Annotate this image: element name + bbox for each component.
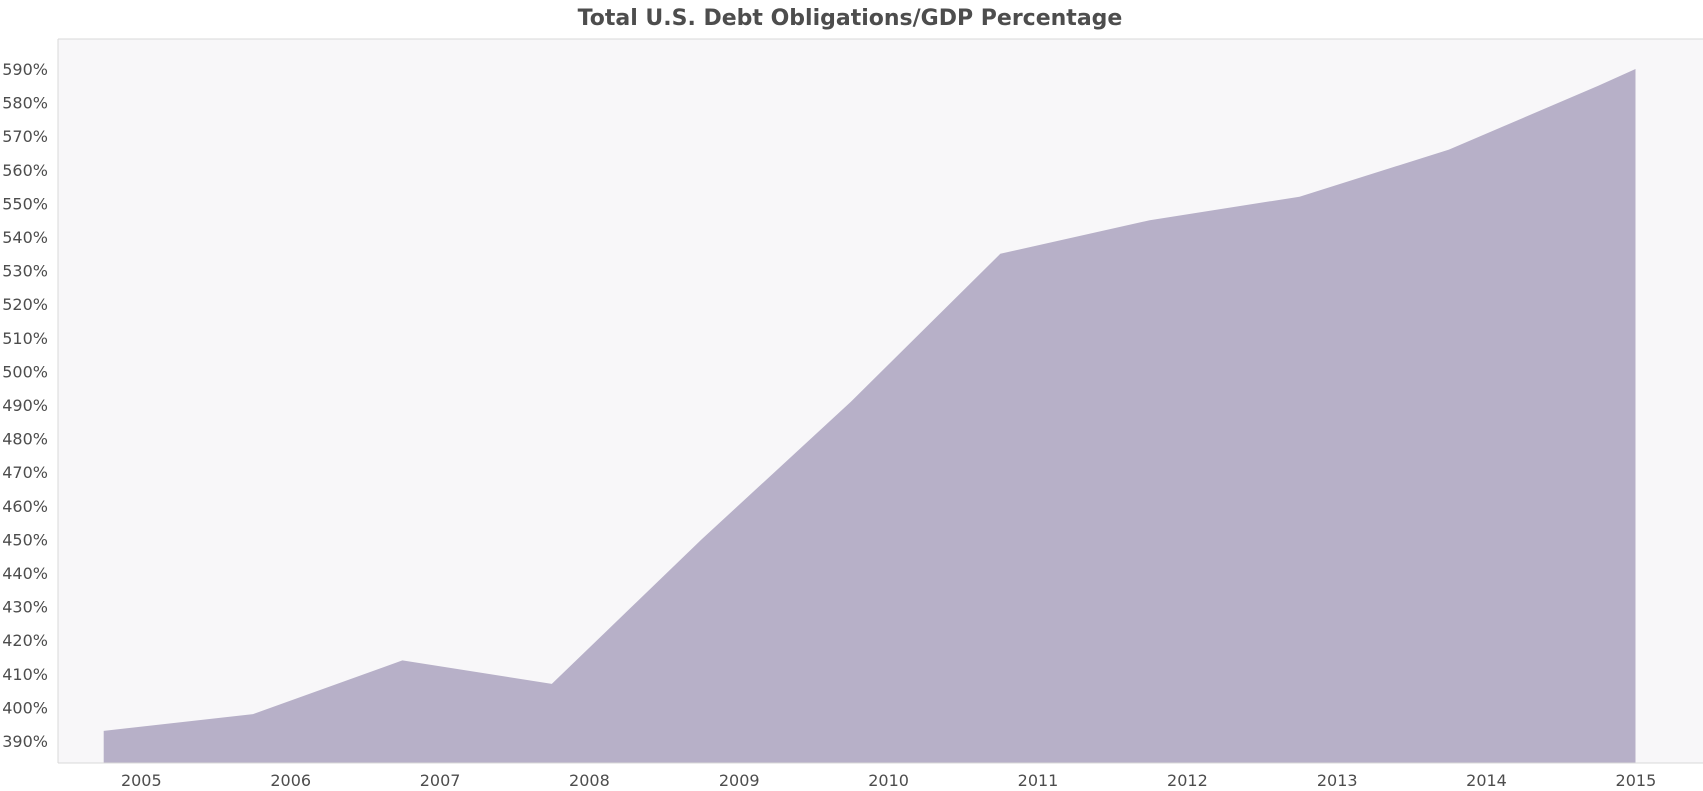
x-tick-label: 2015 [1616, 771, 1657, 790]
y-tick-label: 440% [2, 564, 48, 583]
y-axis: 390% 400% 410% 420% 430% 440% 450% 460% 470% 480%… [2, 60, 48, 751]
chart-title: Total U.S. Debt Obligations/GDP Percenta… [577, 6, 1123, 31]
y-tick-label: 530% [2, 262, 48, 281]
y-tick-label: 450% [2, 530, 48, 549]
y-tick-label: 400% [2, 698, 48, 717]
x-tick-label: 2012 [1167, 771, 1208, 790]
y-tick-label: 490% [2, 396, 48, 415]
area-layer [103, 69, 1636, 763]
y-tick-label: 580% [2, 94, 48, 113]
y-tick-label: 540% [2, 228, 48, 247]
area-series-0 [103, 69, 1636, 763]
y-tick-label: 470% [2, 463, 48, 482]
x-tick-label: 2011 [1018, 771, 1059, 790]
x-tick-label: 2009 [719, 771, 760, 790]
x-tick-label: 2014 [1466, 771, 1507, 790]
y-tick-label: 420% [2, 631, 48, 650]
y-tick-label: 550% [2, 194, 48, 213]
y-tick-label: 590% [2, 60, 48, 79]
y-tick-label: 390% [2, 732, 48, 751]
x-tick-label: 2013 [1317, 771, 1358, 790]
x-axis: 2005 2006 2007 2008 2009 2010 2011 2012 2013 2014… [121, 771, 1656, 790]
x-tick-label: 2005 [121, 771, 162, 790]
y-tick-label: 460% [2, 497, 48, 516]
y-tick-label: 510% [2, 329, 48, 348]
y-tick-label: 520% [2, 295, 48, 314]
y-tick-label: 500% [2, 362, 48, 381]
x-tick-label: 2010 [868, 771, 909, 790]
x-tick-label: 2006 [270, 771, 311, 790]
y-tick-label: 480% [2, 430, 48, 449]
y-tick-label: 430% [2, 598, 48, 617]
y-tick-label: 410% [2, 665, 48, 684]
x-tick-label: 2007 [420, 771, 461, 790]
y-tick-label: 570% [2, 127, 48, 146]
x-tick-label: 2008 [569, 771, 610, 790]
y-tick-label: 560% [2, 161, 48, 180]
